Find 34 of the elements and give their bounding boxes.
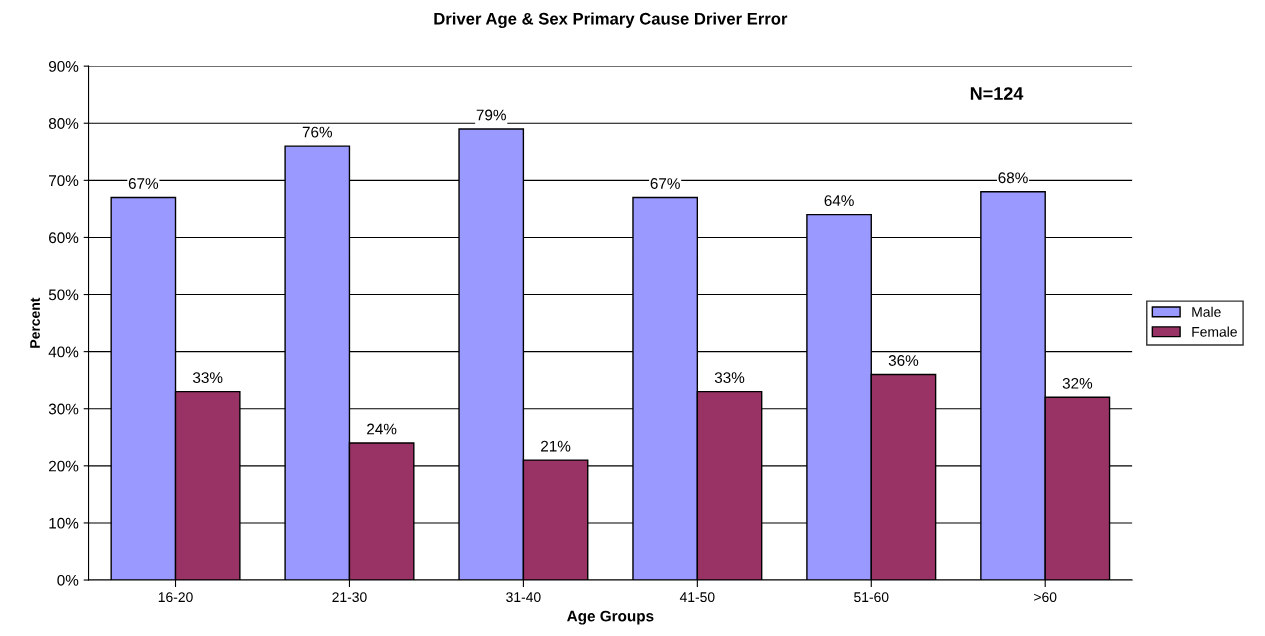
x-tick-label: 51-60 <box>854 592 889 603</box>
data-label: 32% <box>1062 377 1093 389</box>
y-tick-label: 90% <box>48 61 79 72</box>
y-tick-label: 20% <box>49 460 79 472</box>
data-label: 33% <box>192 372 223 384</box>
data-label: 24% <box>367 423 397 435</box>
y-tick-label: 30% <box>48 403 79 415</box>
x-tick-label: 31-40 <box>506 592 541 603</box>
data-label: 79% <box>476 109 506 121</box>
data-label: 68% <box>998 172 1028 184</box>
y-tick-label: 10% <box>49 517 79 529</box>
y-axis-title: Percent <box>30 297 40 348</box>
x-tick-label: 21-30 <box>332 592 367 603</box>
data-label: 76% <box>302 126 333 138</box>
chart-title: Driver Age & Sex Primary Cause Driver Error <box>434 12 788 29</box>
y-tick-label: 80% <box>48 118 79 129</box>
legend-label: Female <box>1192 326 1237 337</box>
data-label: 33% <box>714 372 745 384</box>
y-tick-label: 40% <box>48 346 79 358</box>
data-label: 21% <box>541 440 571 452</box>
legend-label: Male <box>1192 306 1221 317</box>
data-label: 36% <box>888 355 919 366</box>
data-label: 67% <box>650 178 680 189</box>
y-tick-label: 60% <box>49 232 79 244</box>
y-tick-label: 0% <box>57 574 79 586</box>
y-tick-label: 50% <box>48 289 79 301</box>
annotation: N=124 <box>970 87 1024 100</box>
y-tick-label: 70% <box>49 175 79 187</box>
x-axis-title: Age Groups <box>567 610 654 625</box>
data-label: 67% <box>128 178 159 189</box>
x-tick-label: 41-50 <box>679 592 715 603</box>
x-tick-label: 16-20 <box>158 592 193 603</box>
x-tick-label: >60 <box>1034 592 1057 603</box>
data-label: 64% <box>824 195 854 207</box>
